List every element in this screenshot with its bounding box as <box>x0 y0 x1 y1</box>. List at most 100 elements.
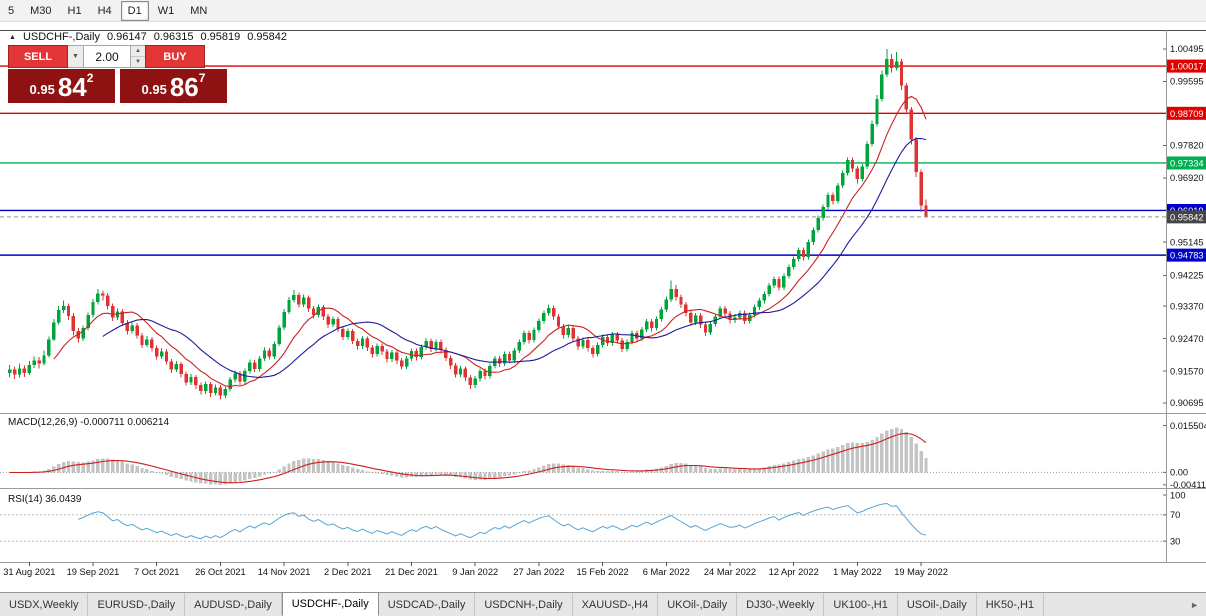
macd-histogram-bar <box>679 463 683 473</box>
candle <box>370 345 374 358</box>
tab-usdchf-daily[interactable]: USDCHF-,Daily <box>281 592 379 616</box>
ohlc-high: 0.96315 <box>153 31 194 43</box>
volume-input[interactable]: 2.00 <box>84 45 131 68</box>
macd-histogram-bar <box>253 472 257 478</box>
macd-histogram-bar <box>865 441 869 473</box>
timeframe-button-m30[interactable]: M30 <box>30 4 52 17</box>
macd-histogram-bar <box>757 468 762 473</box>
macd-histogram-bar <box>777 464 781 473</box>
tab-eurusd-daily[interactable]: EURUSD-,Daily <box>88 593 186 616</box>
macd-histogram-bar <box>581 468 585 473</box>
candle <box>645 318 649 333</box>
tab-usdcnh-daily[interactable]: USDCNH-,Daily <box>475 593 573 616</box>
tab-audusd-daily[interactable]: AUDUSD-,Daily <box>185 593 282 616</box>
timeframe-button-mn[interactable]: MN <box>190 4 208 17</box>
macd-axis-label: 0.00 <box>1170 468 1188 478</box>
macd-histogram-bar <box>689 464 693 473</box>
macd-histogram-bar <box>321 459 325 473</box>
candle <box>120 309 125 327</box>
macd-histogram-bar <box>718 468 722 473</box>
price-axis-label: 0.97820 <box>1170 141 1204 151</box>
candle <box>155 345 159 360</box>
macd-histogram-bar <box>841 445 845 473</box>
candle <box>542 310 546 324</box>
macd-histogram-bar <box>576 467 580 473</box>
candle <box>375 343 379 357</box>
price-axis-label: 0.99595 <box>1170 77 1204 87</box>
macd-histogram-bar <box>233 472 237 483</box>
macd-histogram-bar <box>571 465 575 473</box>
candle <box>81 325 85 341</box>
candle <box>498 355 502 367</box>
tab-usdx-weekly[interactable]: USDX,Weekly <box>0 593 89 616</box>
macd-histogram-bar <box>360 469 365 473</box>
buy-price-display[interactable]: 0.95 86 7 <box>120 69 227 103</box>
candle <box>527 330 531 344</box>
buy-button[interactable]: BUY <box>145 45 205 68</box>
candle <box>47 336 51 358</box>
ohlc-low: 0.95819 <box>200 31 241 43</box>
trade-buttons-row: SELL ▼ 2.00 ▲ ▼ BUY <box>8 45 228 68</box>
volume-dropdown-button[interactable]: ▼ <box>68 45 84 68</box>
macd-histogram-bar <box>71 461 76 473</box>
timeframe-button-w1[interactable]: W1 <box>157 4 175 17</box>
macd-histogram-bar <box>262 472 267 475</box>
volume-decrease-button[interactable]: ▼ <box>131 57 145 67</box>
candle <box>517 339 521 354</box>
tab-dj30-weekly[interactable]: DJ30-,Weekly <box>737 593 825 616</box>
ma-line-20[interactable] <box>102 137 927 379</box>
candle <box>419 344 423 360</box>
macd-histogram-bar <box>81 462 85 473</box>
ma-line-10[interactable] <box>53 95 927 387</box>
macd-histogram-bar <box>380 472 384 475</box>
macd-histogram-bar <box>395 472 399 477</box>
tab-uk100-h1[interactable]: UK100-,H1 <box>824 593 898 616</box>
candle <box>762 291 766 304</box>
date-axis: 31 Aug 2021 19 Sep 2021 7 Oct 2021 26 Oct 2… <box>3 562 948 577</box>
timeframe-button-d1[interactable]: D1 <box>120 0 149 21</box>
tab-usdcad-daily[interactable]: USDCAD-,Daily <box>378 593 476 616</box>
macd-histogram-bar <box>620 471 624 473</box>
macd-histogram-bar <box>493 472 497 478</box>
candle <box>605 334 610 347</box>
candle <box>346 328 350 340</box>
timeframe-button-5[interactable]: 5 <box>8 4 15 17</box>
tab-usoil-daily[interactable]: USOil-,Daily <box>897 593 977 616</box>
candle <box>223 385 227 399</box>
price-axis-label: 0.95145 <box>1170 237 1204 247</box>
macd-histogram-bar <box>86 461 90 473</box>
sell-price-display[interactable]: 0.95 84 2 <box>8 69 115 103</box>
macd-histogram-bar <box>365 471 370 473</box>
candle <box>101 290 105 301</box>
candle <box>449 355 453 369</box>
price-axis-label: 0.92470 <box>1170 334 1204 344</box>
macd-histogram-bar <box>796 459 801 473</box>
candle <box>130 322 134 334</box>
candle <box>336 316 340 333</box>
tab-xauusd-h4[interactable]: XAUUSD-,H4 <box>572 593 659 616</box>
timeframe-button-h1[interactable]: H1 <box>67 4 82 17</box>
candle <box>453 363 458 378</box>
sell-button[interactable]: SELL <box>8 45 68 68</box>
tab-ukoil-daily[interactable]: UKOil-,Daily <box>658 593 738 616</box>
date-label: 12 Apr 2022 <box>769 567 819 577</box>
candle <box>659 306 664 322</box>
candle <box>106 292 110 310</box>
volume-increase-button[interactable]: ▲ <box>131 46 145 57</box>
candle <box>841 170 845 189</box>
candle <box>850 157 855 172</box>
ohlc-open: 0.96147 <box>106 31 147 43</box>
macd-histogram-bar <box>169 472 174 477</box>
candle <box>110 303 115 321</box>
candle <box>272 341 276 359</box>
candle <box>22 365 27 377</box>
chart-tabs-bar: USDX,Weekly EURUSD-,Daily AUDUSD-,Daily USD… <box>0 592 1206 616</box>
timeframe-button-h4[interactable]: H4 <box>97 4 112 17</box>
tab-hk50-h1[interactable]: HK50-,H1 <box>976 593 1045 616</box>
candle <box>909 106 913 145</box>
candle <box>581 337 585 350</box>
candle <box>385 349 389 363</box>
candle <box>507 351 512 364</box>
candle <box>277 324 281 347</box>
tab-scroll-right-icon[interactable]: ► <box>1190 599 1199 610</box>
